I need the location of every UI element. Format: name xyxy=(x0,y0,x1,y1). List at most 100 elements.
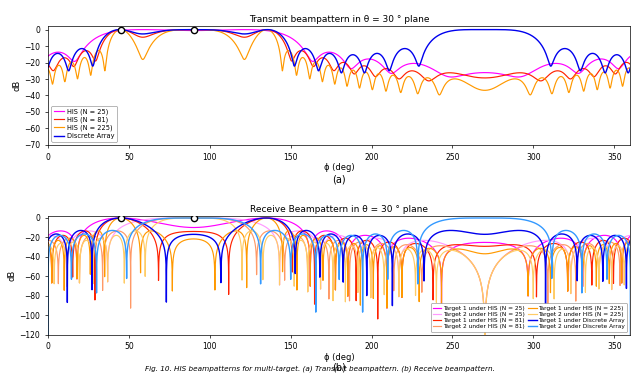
Target 1 under HIS (N = 225) xyxy=(44,241,52,246)
Target 2 under HIS (N = 25) xyxy=(602,242,610,246)
Target 1 under HIS (N = 81) xyxy=(486,244,494,249)
Target 2 under HIS (N = 225) xyxy=(595,282,603,287)
Text: (a): (a) xyxy=(332,175,346,185)
Target 2 under HIS (N = 225) xyxy=(627,243,634,247)
Discrete Array xyxy=(602,71,609,75)
Target 2 under HIS (N = 81) xyxy=(486,275,494,280)
Target 2 under HIS (N = 225) xyxy=(481,332,488,337)
HIS (N = 25) xyxy=(486,71,494,75)
Target 1 under HIS (N = 25) xyxy=(383,306,391,311)
Target 2 under Discrete Array xyxy=(486,216,494,220)
Target 2 under Discrete Array xyxy=(242,222,250,226)
HIS (N = 225) xyxy=(117,27,125,32)
Target 2 under HIS (N = 25) xyxy=(627,233,634,238)
Target 1 under Discrete Array xyxy=(541,311,549,315)
Target 1 under HIS (N = 225) xyxy=(470,250,477,255)
HIS (N = 225) xyxy=(470,85,477,89)
Line: Target 1 under Discrete Array: Target 1 under Discrete Array xyxy=(48,218,630,313)
Target 1 under HIS (N = 81) xyxy=(242,222,250,226)
HIS (N = 225) xyxy=(436,92,444,97)
Target 1 under HIS (N = 81) xyxy=(470,244,477,248)
Line: Discrete Array: Discrete Array xyxy=(48,30,630,73)
HIS (N = 225) xyxy=(486,87,494,92)
Discrete Array xyxy=(595,56,603,60)
Line: Target 2 under HIS (N = 25): Target 2 under HIS (N = 25) xyxy=(48,218,630,335)
HIS (N = 25) xyxy=(448,75,456,79)
Target 2 under HIS (N = 225) xyxy=(242,233,250,237)
Target 1 under HIS (N = 225) xyxy=(242,245,250,250)
HIS (N = 81) xyxy=(486,76,494,80)
HIS (N = 225) xyxy=(44,67,52,71)
HIS (N = 225) xyxy=(242,56,250,60)
Target 2 under Discrete Array xyxy=(320,234,328,239)
Line: Target 2 under HIS (N = 81): Target 2 under HIS (N = 81) xyxy=(48,218,630,335)
Target 2 under HIS (N = 25) xyxy=(320,243,328,247)
Target 1 under HIS (N = 81) xyxy=(602,239,610,243)
Target 1 under HIS (N = 25) xyxy=(627,233,634,238)
Target 2 under HIS (N = 25) xyxy=(470,263,477,268)
HIS (N = 25) xyxy=(139,27,147,32)
Target 1 under HIS (N = 225) xyxy=(602,245,610,250)
Target 2 under Discrete Array xyxy=(470,216,477,220)
Target 1 under Discrete Array xyxy=(627,238,634,243)
HIS (N = 81) xyxy=(320,56,328,60)
Y-axis label: dB: dB xyxy=(8,270,17,281)
Target 2 under HIS (N = 225) xyxy=(486,275,494,280)
Line: HIS (N = 25): HIS (N = 25) xyxy=(48,30,630,77)
Target 2 under HIS (N = 25) xyxy=(595,237,603,241)
Line: Target 1 under HIS (N = 25): Target 1 under HIS (N = 25) xyxy=(48,218,630,308)
Legend: Target 1 under HIS (N = 25), Target 2 under HIS (N = 25), Target 1 under HIS (N : Target 1 under HIS (N = 25), Target 2 un… xyxy=(431,303,627,332)
Discrete Array xyxy=(486,27,494,32)
Target 1 under Discrete Array xyxy=(117,216,125,220)
Discrete Array xyxy=(320,56,328,61)
X-axis label: ϕ (deg): ϕ (deg) xyxy=(324,353,355,362)
HIS (N = 81) xyxy=(470,75,477,79)
Target 2 under HIS (N = 81) xyxy=(190,216,198,220)
Title: Transmit beampattern in θ = 30 ° plane: Transmit beampattern in θ = 30 ° plane xyxy=(249,15,429,24)
Legend: HIS (N = 25), HIS (N = 81), HIS (N = 225), Discrete Array: HIS (N = 25), HIS (N = 81), HIS (N = 225… xyxy=(51,106,117,142)
Target 1 under Discrete Array xyxy=(470,231,477,236)
Target 2 under HIS (N = 25) xyxy=(486,275,494,280)
X-axis label: ϕ (deg): ϕ (deg) xyxy=(324,163,355,172)
HIS (N = 81) xyxy=(595,69,603,73)
Discrete Array xyxy=(44,65,52,70)
HIS (N = 25) xyxy=(595,57,603,61)
Target 1 under HIS (N = 25) xyxy=(470,241,477,245)
HIS (N = 81) xyxy=(116,27,124,32)
Discrete Array xyxy=(627,65,634,70)
Target 1 under Discrete Array xyxy=(44,238,52,243)
Target 1 under HIS (N = 25) xyxy=(44,233,52,238)
Target 1 under HIS (N = 25) xyxy=(320,229,328,233)
Target 2 under HIS (N = 225) xyxy=(602,244,610,249)
Target 2 under Discrete Array xyxy=(44,332,52,337)
HIS (N = 25) xyxy=(44,54,52,58)
Target 1 under HIS (N = 225) xyxy=(486,251,494,256)
Target 2 under HIS (N = 81) xyxy=(602,241,610,246)
Discrete Array xyxy=(492,27,500,32)
HIS (N = 25) xyxy=(470,71,477,76)
Target 1 under HIS (N = 81) xyxy=(44,240,52,245)
Target 1 under HIS (N = 25) xyxy=(486,240,494,245)
Target 1 under HIS (N = 225) xyxy=(383,306,391,311)
Target 2 under HIS (N = 225) xyxy=(470,264,477,268)
Target 2 under HIS (N = 25) xyxy=(189,216,197,220)
Target 2 under HIS (N = 81) xyxy=(320,240,328,244)
HIS (N = 225) xyxy=(627,67,634,71)
Target 1 under HIS (N = 81) xyxy=(374,317,381,321)
Target 2 under HIS (N = 81) xyxy=(627,238,634,243)
Discrete Array xyxy=(242,32,250,36)
Text: Fig. 10. HIS beampatterns for multi-target. (a) Transmit beampattern. (b) Receiv: Fig. 10. HIS beampatterns for multi-targ… xyxy=(145,365,495,372)
Target 1 under HIS (N = 25) xyxy=(595,234,603,238)
HIS (N = 81) xyxy=(602,64,610,68)
Title: Receive Beampattern in θ = 30 ° plane: Receive Beampattern in θ = 30 ° plane xyxy=(250,205,428,214)
Line: Target 2 under HIS (N = 225): Target 2 under HIS (N = 225) xyxy=(48,218,630,335)
Target 1 under HIS (N = 81) xyxy=(627,240,634,245)
Target 2 under Discrete Array xyxy=(595,233,603,238)
Target 1 under Discrete Array xyxy=(486,232,494,237)
Target 1 under Discrete Array xyxy=(320,237,328,241)
Discrete Array xyxy=(470,27,477,32)
Target 1 under HIS (N = 25) xyxy=(602,233,610,238)
HIS (N = 25) xyxy=(320,51,328,56)
Target 2 under HIS (N = 81) xyxy=(242,224,250,229)
Line: Target 2 under Discrete Array: Target 2 under Discrete Array xyxy=(48,218,630,335)
